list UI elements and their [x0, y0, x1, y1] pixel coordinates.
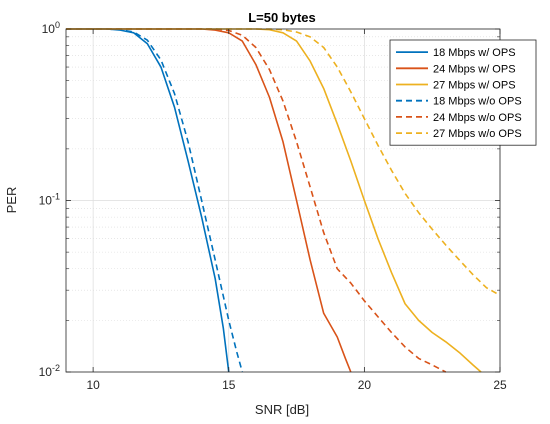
legend-label-1: 18 Mbps w/ OPS: [433, 47, 516, 59]
y-tick-label: 10-2: [39, 363, 60, 379]
x-tick-label: 15: [222, 378, 236, 392]
legend-box: [389, 39, 537, 146]
legend-label-2: 24 Mbps w/ OPS: [433, 63, 516, 75]
y-axis-label: PER: [4, 187, 19, 214]
series-line-5: [66, 28, 447, 373]
legend-label-6: 27 Mbps w/o OPS: [433, 128, 522, 140]
legend-label-3: 27 Mbps w/ OPS: [433, 80, 516, 92]
legend: 18 Mbps w/ OPS 24 Mbps w/ OPS 27 Mbps w/ O…: [389, 39, 537, 146]
x-tick-label: 20: [358, 378, 372, 392]
series-line-2: [66, 28, 352, 373]
y-tick-label: 100: [42, 20, 60, 36]
legend-label-5: 24 Mbps w/o OPS: [433, 112, 522, 124]
y-tick-label: 10-1: [39, 192, 60, 208]
x-tick-label: 25: [493, 378, 507, 392]
chart-title: L=50 bytes: [248, 10, 316, 25]
x-axis-label: SNR [dB]: [255, 402, 309, 417]
series-line-6: [66, 28, 501, 297]
series-line-3: [66, 28, 482, 373]
x-tick-label: 10: [86, 378, 100, 392]
legend-label-4: 18 Mbps w/o OPS: [433, 96, 522, 108]
